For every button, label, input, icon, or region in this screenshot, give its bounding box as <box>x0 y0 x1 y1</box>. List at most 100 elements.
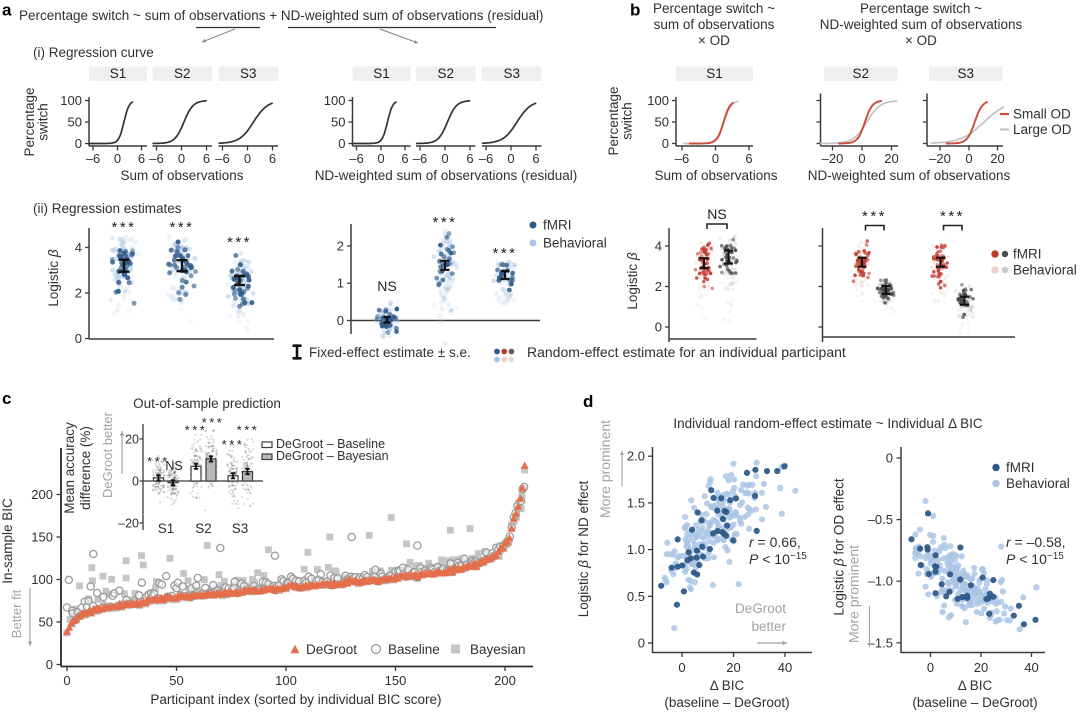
svg-text:1.0: 1.0 <box>627 542 645 557</box>
svg-text:c: c <box>2 389 11 408</box>
svg-text:S2: S2 <box>174 66 191 81</box>
svg-text:0: 0 <box>63 673 70 688</box>
svg-text:100: 100 <box>60 93 82 108</box>
svg-text:0: 0 <box>662 136 669 151</box>
svg-text:20: 20 <box>884 151 898 166</box>
svg-text:6: 6 <box>745 151 752 166</box>
svg-text:(ii) Regression estimates: (ii) Regression estimates <box>33 201 182 216</box>
svg-text:sum of observations: sum of observations <box>654 17 775 32</box>
svg-text:***: *** <box>940 208 965 225</box>
svg-text:S1: S1 <box>110 66 127 81</box>
svg-text:NS: NS <box>165 459 182 473</box>
svg-text:Percentage switch ~ sum of obs: Percentage switch ~ sum of observations … <box>19 8 544 23</box>
svg-text:0: 0 <box>178 151 185 166</box>
svg-text:S2: S2 <box>195 521 212 536</box>
svg-text:Small OD: Small OD <box>1013 107 1071 122</box>
svg-text:20: 20 <box>125 433 139 447</box>
svg-text:better: better <box>751 619 786 634</box>
svg-text:switch: switch <box>36 103 51 141</box>
svg-text:2: 2 <box>337 238 344 253</box>
svg-text:***: *** <box>237 423 260 438</box>
svg-text:0: 0 <box>46 657 53 672</box>
svg-text:100: 100 <box>31 572 53 587</box>
svg-text:0: 0 <box>965 151 972 166</box>
svg-text:More prominent: More prominent <box>846 545 862 643</box>
svg-text:Better fit: Better fit <box>9 589 24 638</box>
svg-text:6: 6 <box>401 151 408 166</box>
svg-text:–6: –6 <box>349 151 363 166</box>
svg-text:50: 50 <box>655 115 669 130</box>
svg-text:Mean accuracy: Mean accuracy <box>62 422 77 514</box>
svg-text:–20: –20 <box>822 151 844 166</box>
svg-text:Percentage: Percentage <box>606 86 621 155</box>
svg-text:200: 200 <box>494 673 516 688</box>
svg-text:ND-weighted sum of observation: ND-weighted sum of observations <box>808 168 1011 183</box>
svg-text:DeGroot – Baseline: DeGroot – Baseline <box>276 437 385 451</box>
svg-text:0: 0 <box>132 475 139 489</box>
svg-text:(baseline – DeGroot): (baseline – DeGroot) <box>664 695 789 710</box>
svg-text:Participant index (sorted by i: Participant index (sorted by individual … <box>150 692 441 707</box>
svg-text:0: 0 <box>927 660 934 675</box>
svg-text:40: 40 <box>1024 660 1038 675</box>
svg-text:DeGroot: DeGroot <box>735 601 786 616</box>
svg-text:–6: –6 <box>413 151 427 166</box>
svg-text:100: 100 <box>647 93 669 108</box>
svg-text:2.0: 2.0 <box>627 449 645 464</box>
svg-text:b: b <box>630 1 640 20</box>
svg-text:Large OD: Large OD <box>1013 122 1072 137</box>
svg-text:More prominent: More prominent <box>597 420 613 518</box>
svg-text:Behavioral: Behavioral <box>543 236 607 251</box>
svg-text:0: 0 <box>114 151 121 166</box>
svg-text:2: 2 <box>75 286 82 301</box>
svg-text:Behavioral: Behavioral <box>1013 263 1077 278</box>
svg-text:0: 0 <box>638 636 645 651</box>
svg-text:Bayesian: Bayesian <box>470 642 526 657</box>
svg-text:Baseline: Baseline <box>388 642 440 657</box>
svg-text:4: 4 <box>75 240 82 255</box>
svg-text:–6: –6 <box>86 151 100 166</box>
svg-text:(baseline – DeGroot): (baseline – DeGroot) <box>912 695 1037 710</box>
svg-text:Percentage switch ~: Percentage switch ~ <box>653 1 775 16</box>
svg-text:S1: S1 <box>706 66 723 81</box>
svg-text:0: 0 <box>858 151 865 166</box>
svg-text:Percentage switch ~: Percentage switch ~ <box>860 1 982 16</box>
svg-text:4: 4 <box>655 239 662 254</box>
svg-text:Random-effect estimate for an: Random-effect estimate for an individual… <box>527 344 846 360</box>
svg-text:S3: S3 <box>957 66 974 81</box>
svg-text:Logistic β: Logistic β <box>625 252 640 310</box>
svg-text:S2: S2 <box>852 66 869 81</box>
svg-text:1: 1 <box>337 276 344 291</box>
svg-text:S1: S1 <box>158 521 175 536</box>
svg-text:0.5: 0.5 <box>627 589 645 604</box>
svg-text:S3: S3 <box>232 521 249 536</box>
svg-text:NS: NS <box>707 206 726 222</box>
svg-text:0: 0 <box>337 313 344 328</box>
svg-text:Fixed-effect estimate ± s.e.: Fixed-effect estimate ± s.e. <box>309 345 471 360</box>
svg-text:40: 40 <box>778 660 792 675</box>
svg-text:× OD: × OD <box>905 33 937 48</box>
svg-text:Individual random-effect estim: Individual random-effect estimate ~ Indi… <box>673 416 983 431</box>
svg-text:20: 20 <box>726 660 740 675</box>
svg-text:2: 2 <box>655 279 662 294</box>
svg-text:***: *** <box>111 219 136 236</box>
svg-text:S3: S3 <box>503 66 520 81</box>
svg-text:50: 50 <box>169 673 183 688</box>
svg-text:100: 100 <box>275 673 297 688</box>
svg-text:50: 50 <box>68 115 82 130</box>
svg-text:–6: –6 <box>479 151 493 166</box>
svg-text:0: 0 <box>678 660 685 675</box>
svg-text:***: *** <box>185 423 208 438</box>
svg-text:***: *** <box>202 415 225 430</box>
svg-text:fMRI: fMRI <box>1013 247 1042 262</box>
svg-text:S3: S3 <box>240 66 257 81</box>
svg-text:Logistic β: Logistic β <box>46 249 61 307</box>
svg-text:–20: –20 <box>929 151 951 166</box>
svg-text:6: 6 <box>532 151 539 166</box>
svg-text:Sum of observations: Sum of observations <box>654 168 777 183</box>
svg-text:***: *** <box>147 454 170 469</box>
svg-text:20: 20 <box>974 660 988 675</box>
svg-text:***: *** <box>222 437 245 452</box>
svg-text:6: 6 <box>269 151 276 166</box>
svg-text:***: *** <box>169 219 194 236</box>
svg-text:–6: –6 <box>675 151 689 166</box>
